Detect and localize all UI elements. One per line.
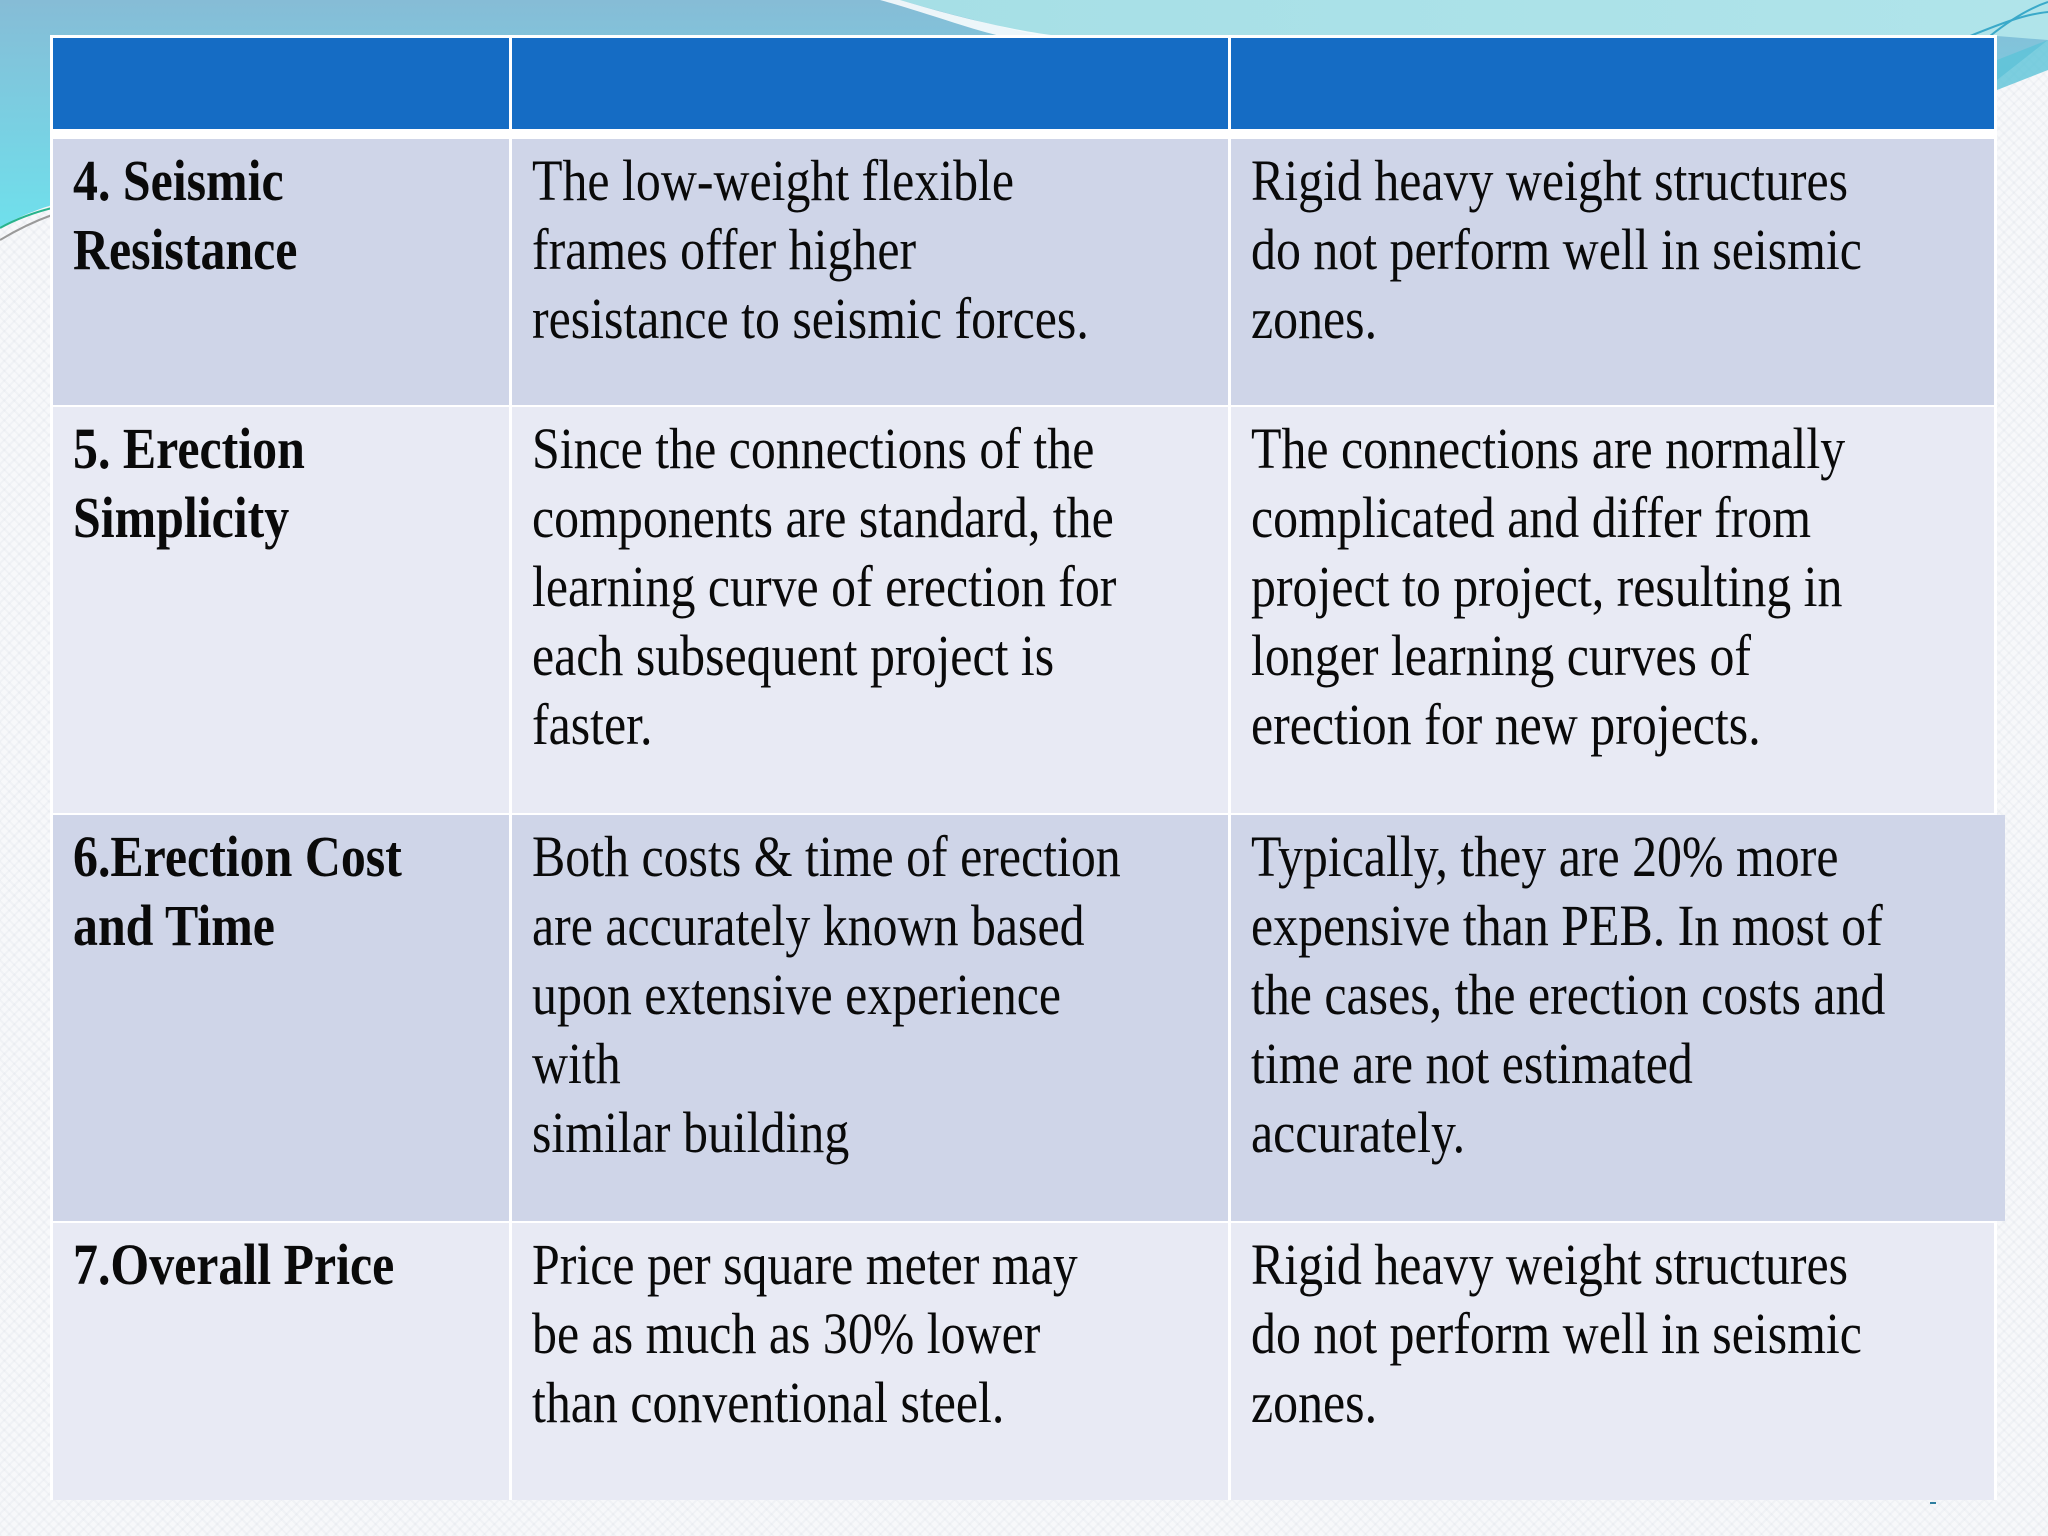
page-number-mark [1930,1502,1936,1504]
cell-text-line: are accurately known based [532,893,1085,958]
cell-text-line: The low-weight flexible [532,148,1015,213]
cell-text-line: do not perform well in seismic [1251,1301,1862,1366]
cell-text-line: with [532,1031,621,1096]
table-row-erection-cost-time: 6.Erection Cost and Time Both costs & ti… [53,815,2005,1221]
cell-text-line: upon extensive experience [532,962,1062,1027]
cell-text-line: faster. [532,692,653,757]
comparison-table: 4. Seismic Resistance The low-weight fle… [50,35,2005,1500]
table-row-seismic-resistance: 4. Seismic Resistance The low-weight fle… [53,139,1994,405]
peb-cell: Price per square meter may be as much as… [512,1223,1228,1500]
header-cell-conventional [1231,38,1994,129]
table-header-row [53,38,1994,129]
cell-text-line: frames offer higher [532,217,917,282]
cell-text-line: expensive than PEB. In most of [1251,893,1883,958]
cell-text-line: each subsequent project is [532,623,1055,688]
cell-text-line: longer learning curves of [1251,623,1751,688]
cell-text-line: Both costs & time of erection [532,824,1121,889]
row-label-cell: 7.Overall Price [53,1223,509,1500]
peb-cell: The low-weight flexible frames offer hig… [512,139,1228,405]
peb-cell: Both costs & time of erection are accura… [512,815,1228,1221]
cell-text-line: project to project, resulting in [1251,554,1843,619]
peb-cell: Since the connections of the components … [512,407,1228,813]
conventional-cell: Rigid heavy weight structures do not per… [1231,1223,1994,1500]
row-label-cell: 5. Erection Simplicity [53,407,509,813]
cell-text-line: Rigid heavy weight structures [1251,1232,1849,1297]
cell-text-line: do not perform well in seismic [1251,217,1862,282]
cell-text-line: erection for new projects. [1251,692,1761,757]
table-row-erection-simplicity: 5. Erection Simplicity Since the connect… [53,407,1994,813]
cell-text-line: complicated and differ from [1251,485,1812,550]
row-label-line: and Time [73,893,275,958]
conventional-cell: Typically, they are 20% more expensive t… [1231,815,2005,1221]
cell-text-line: zones. [1251,1370,1378,1435]
cell-text-line: Price per square meter may [532,1232,1078,1297]
cell-text-line: similar building [532,1100,850,1165]
row-label-line: Resistance [73,217,298,282]
cell-text-line: learning curve of erection for [532,554,1117,619]
cell-text-line: The connections are normally [1251,416,1846,481]
row-label-line: 7.Overall Price [73,1232,395,1297]
cell-text-line: than conventional steel. [532,1370,1005,1435]
cell-text-line: accurately. [1251,1100,1466,1165]
row-label-line: 4. Seismic [73,148,284,213]
cell-text-line: be as much as 30% lower [532,1301,1041,1366]
conventional-cell: The connections are normally complicated… [1231,407,1994,813]
header-cell-peb [512,38,1228,129]
cell-text-line: the cases, the erection costs and [1251,962,1886,1027]
cell-text-line: Rigid heavy weight structures [1251,148,1849,213]
conventional-cell: Rigid heavy weight structures do not per… [1231,139,1994,405]
row-label-line: 5. Erection [73,416,305,481]
cell-text-line: Typically, they are 20% more [1251,824,1839,889]
row-label-cell: 4. Seismic Resistance [53,139,509,405]
row-label-cell: 6.Erection Cost and Time [53,815,509,1221]
table-row-overall-price: 7.Overall Price Price per square meter m… [53,1223,1994,1500]
cell-text-line: time are not estimated [1251,1031,1693,1096]
header-cell-parameter [53,38,509,129]
row-label-line: Simplicity [73,485,290,550]
cell-text-line: components are standard, the [532,485,1114,550]
cell-text-line: resistance to seismic forces. [532,286,1089,351]
cell-text-line: Since the connections of the [532,416,1095,481]
row-label-line: 6.Erection Cost [73,824,402,889]
cell-text-line: zones. [1251,286,1378,351]
